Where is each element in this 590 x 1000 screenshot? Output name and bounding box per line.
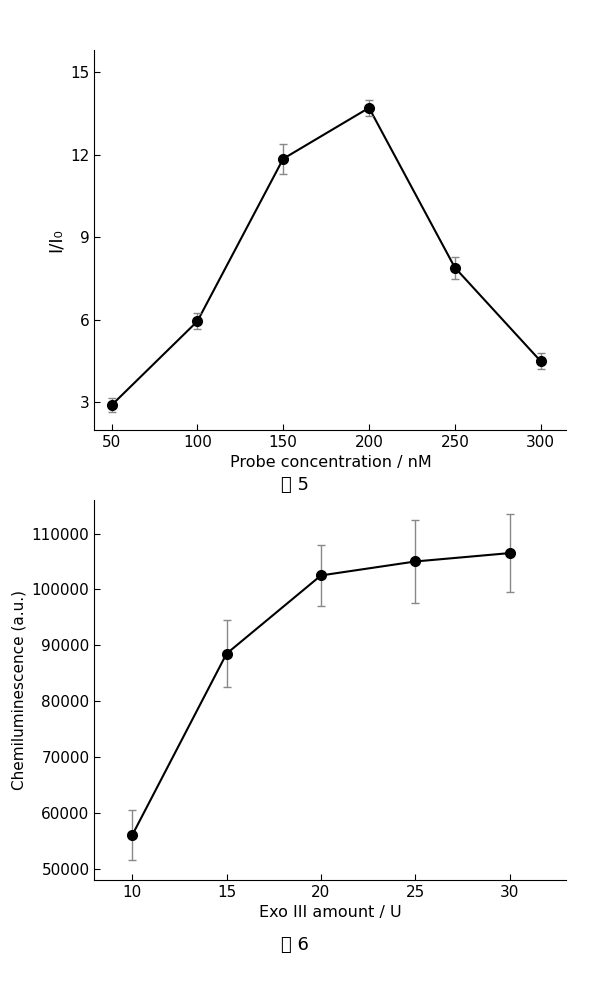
Text: 图 5: 图 5 xyxy=(281,476,309,494)
X-axis label: Probe concentration / nM: Probe concentration / nM xyxy=(230,455,431,470)
Y-axis label: Chemiluminescence (a.u.): Chemiluminescence (a.u.) xyxy=(11,590,26,790)
X-axis label: Exo III amount / U: Exo III amount / U xyxy=(259,905,402,920)
Y-axis label: I/I₀: I/I₀ xyxy=(47,228,65,252)
Text: 图 6: 图 6 xyxy=(281,936,309,954)
